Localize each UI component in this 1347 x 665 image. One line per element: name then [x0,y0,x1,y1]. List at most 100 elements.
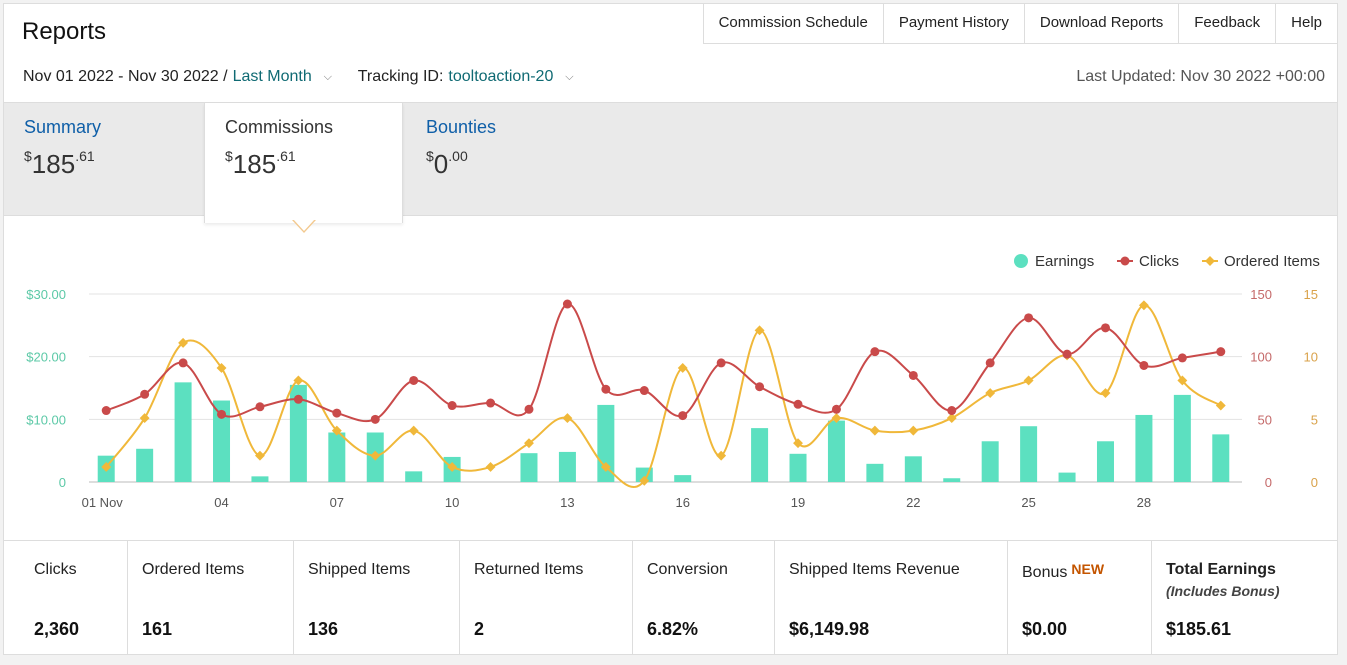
earnings-bar [674,475,692,482]
stat-label: Shipped Items Revenue [789,561,960,578]
clicks-line [105,303,1221,423]
earnings-bar [789,453,807,482]
clicks-point [1100,323,1110,333]
stat-shipped-items: Shipped Items 136 [294,541,460,654]
legend-items-marker [1205,256,1215,266]
earnings-bar [558,451,576,482]
clicks-point [293,394,303,404]
y-tick-label: $30.00 [26,287,66,302]
earnings-bar [904,456,922,482]
y-tick-label: $10.00 [26,412,66,427]
y2-tick-label: 50 [1258,412,1272,427]
earnings-bar [1212,434,1230,482]
tab-bounties[interactable]: Bounties $0.00 [406,103,606,215]
stat-label: Bonus NEW [1022,561,1105,581]
clicks-point [140,389,150,399]
stat-returned-items: Returned Items 2 [460,541,633,654]
ordered-items-point [908,425,919,436]
earnings-bar [405,471,423,482]
commission-schedule-link[interactable]: Commission Schedule [704,4,884,43]
help-link[interactable]: Help [1291,14,1322,31]
stat-label: Returned Items [474,561,584,578]
page-title: Reports [22,18,107,45]
earnings-bar [751,428,769,482]
clicks-point [562,299,572,309]
clicks-point [678,411,688,421]
stat-value: 6.82% [647,619,699,639]
ordered-items-point [639,475,650,486]
x-tick-label: 28 [1137,495,1151,510]
earnings-bar [1173,394,1191,482]
y-tick-label: 0 [59,475,66,490]
active-tab-pointer [292,219,316,233]
chevron-down-icon[interactable]: ⌵ [565,70,574,83]
ordered-items-point [1138,300,1149,311]
x-tick-label: 25 [1021,495,1035,510]
ordered-items-line [105,304,1222,489]
tracking-id-dropdown[interactable]: tooltoaction-20 [448,68,554,85]
clicks-point [217,409,227,419]
ordered-items-point [101,462,112,472]
payment-history-link[interactable]: Payment History [884,4,1025,43]
earnings-bar [827,420,845,482]
earnings-bar [1058,472,1076,482]
x-tick-label: 01 Nov [82,495,124,510]
top-links: Commission Schedule Payment History Down… [702,4,1337,44]
tab-commissions[interactable]: Commissions $185.61 [204,103,403,223]
legend-clicks-label: Clicks [1139,253,1179,270]
stat-value: 2,360 [34,619,80,639]
clicks-point [831,404,841,414]
legend-earnings-label: Earnings [1035,253,1094,270]
clicks-point [870,347,880,357]
y2-tick-label: 0 [1265,475,1272,490]
stat-value: 136 [308,619,339,639]
stat-value: 161 [142,619,173,639]
period-dropdown[interactable]: Last Month [232,68,312,85]
report-tabs: Summary $185.61 Commissions $185.61 Boun… [4,102,1337,223]
x-tick-label: 22 [906,495,920,510]
clicks-point [1024,313,1034,323]
date-range: Nov 01 2022 - Nov 30 2022 / [23,68,228,85]
chevron-down-icon[interactable]: ⌵ [323,70,332,83]
earnings-bar [289,384,307,482]
y3-tick-label: 5 [1311,412,1318,427]
tracking-label: Tracking ID: [357,68,444,85]
legend-earnings-marker [1014,254,1028,268]
stat-total-earnings: Total Earnings (Includes Bonus) $185.61 [1152,541,1337,654]
clicks-point [409,375,419,385]
stat-label: Shipped Items [308,561,411,578]
earnings-bar [328,432,346,482]
clicks-point [1177,353,1187,363]
ordered-items-point [139,413,150,424]
earnings-bar [136,448,154,482]
clicks-point [255,402,265,412]
stats-bar: Clicks 2,360 Ordered Items 161 Shipped I… [4,540,1337,654]
clicks-point [985,358,995,368]
stat-value: 2 [474,619,485,639]
ordered-items-point [1023,375,1034,386]
earnings-bar [981,441,999,482]
ordered-items-point [562,413,573,424]
clicks-point [947,406,957,416]
earnings-bar [251,476,269,482]
clicks-point [793,399,803,409]
clicks-point [716,358,726,368]
stat-value: $185.61 [1166,619,1232,639]
filters-bar: Nov 01 2022 - Nov 30 2022 / Last Month ⌵… [23,68,577,86]
stat-value: $0.00 [1022,619,1068,639]
earnings-bar [1020,426,1038,482]
feedback-link[interactable]: Feedback [1179,4,1277,43]
y2-tick-label: 150 [1250,287,1272,302]
stat-label: Conversion [647,561,728,578]
clicks-point [447,401,457,411]
download-reports-link[interactable]: Download Reports [1025,4,1180,43]
clicks-point [755,382,765,392]
tab-summary[interactable]: Summary $185.61 [4,103,204,215]
stat-shipped-revenue: Shipped Items Revenue $6,149.98 [775,541,1008,654]
tab-commissions-label: Commissions [225,117,334,137]
clicks-point [178,358,188,368]
y-tick-label: $20.00 [26,350,66,365]
clicks-point [1062,349,1072,359]
ordered-items-point [524,438,534,449]
earnings-bar [866,463,884,482]
